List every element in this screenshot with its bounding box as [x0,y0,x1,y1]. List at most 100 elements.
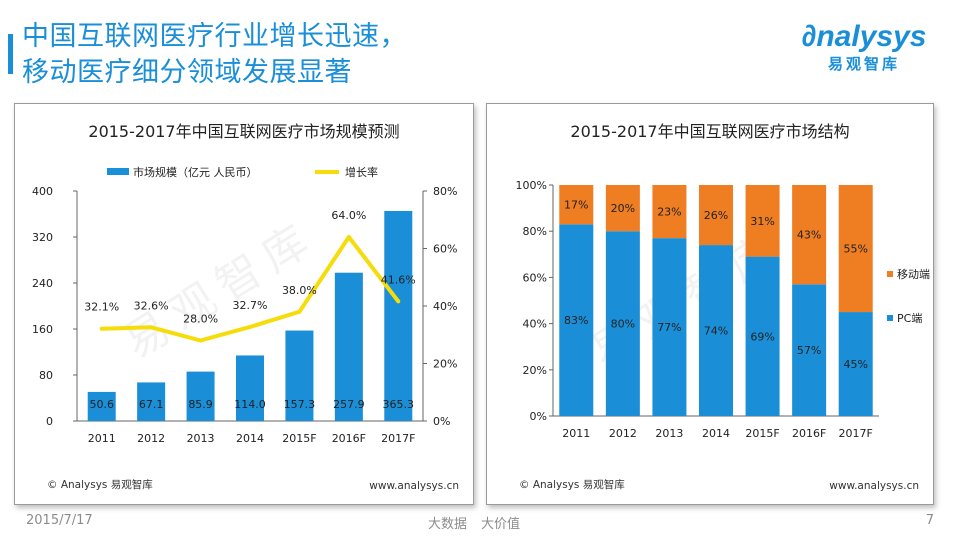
slide-date: 2015/7/17 [26,513,93,528]
y2-tick-label: 40% [433,300,457,313]
bar-value-label: 157.3 [284,398,316,411]
market-structure-chart: 0% 20% 40% 60% 80% 100% 83% 17% 2011 80% 20% 2012 77… [516,179,930,440]
bar-pc-segment [745,256,780,416]
legend-label-mobile: 移动端 [897,268,930,281]
y-tick-label: 160 [32,323,53,336]
growth-rate-label: 64.0% [331,209,366,222]
bar-market-size [285,330,314,421]
bar-pc-segment [605,231,640,416]
y-tick-label: 400 [32,185,53,198]
x-tick-label: 2012 [137,432,165,445]
x-tick-label: 2014 [236,432,264,445]
bar-pc-segment [792,284,827,416]
slide-slogan: 大数据 大价值 [428,513,534,532]
slogan-big-value: 大价值 [481,517,521,532]
x-tick-label: 2015F [745,427,779,440]
y-tick-label: 0 [46,415,53,428]
pc-value-label: 74% [704,325,728,338]
mobile-value-label: 17% [564,199,588,212]
logo-wordmark: ∂nalysys [801,20,927,53]
mobile-value-label: 31% [750,215,774,228]
market-structure-chart-panel: 易观智库 2015-2017年中国互联网医疗市场结构 0% 20% 40% 60% 80… [486,103,934,505]
y-tick-label: 0% [530,410,547,423]
chart-source: © Analysys 易观智库 [47,479,153,491]
slide-title-line2: 移动医疗细分领域发展显著 [22,57,352,88]
legend-swatch-market-size [107,168,129,175]
growth-rate-label: 41.6% [381,273,416,286]
x-tick-label: 2016F [792,427,826,440]
bar-value-label: 67.1 [139,398,164,411]
x-tick-label: 2013 [187,432,215,445]
growth-rate-label: 32.6% [134,299,169,312]
bar-value-label: 114.0 [234,398,266,411]
y-tick-label: 80% [523,225,547,238]
slide-title-line1: 中国互联网医疗行业增长迅速， [22,21,407,52]
y2-tick-label: 20% [433,358,457,371]
growth-rate-label: 32.1% [84,301,119,314]
y-tick-label: 240 [32,277,53,290]
bar-pc-segment [652,238,687,416]
y-tick-label: 80 [39,369,53,382]
title-accent-bar [8,34,13,74]
bar-market-size [186,371,215,421]
bar-mobile-segment [745,185,780,257]
bar-market-size [87,391,116,421]
pc-value-label: 77% [657,321,681,334]
growth-rate-point [198,338,203,343]
x-tick-label: 2015F [282,432,316,445]
x-tick-label: 2017F [839,427,873,440]
chart-title: 2015-2017年中国互联网医疗市场规模预测 [88,122,400,141]
bar-mobile-segment [838,185,873,313]
bar-market-size [137,382,166,421]
mobile-value-label: 20% [611,202,635,215]
growth-rate-point [99,326,104,331]
bar-mobile-segment [559,185,594,225]
y-tick-label: 100% [516,179,547,192]
x-tick-label: 2012 [609,427,637,440]
bar-mobile-segment [605,185,640,232]
page-number: 7 [925,513,934,528]
slogan-big-data: 大数据 [428,517,468,532]
pc-value-label: 83% [564,314,588,327]
x-tick-label: 2016F [332,432,366,445]
x-tick-label: 2013 [655,427,683,440]
bar-market-size [334,272,363,421]
chart-title: 2015-2017年中国互联网医疗市场结构 [570,122,850,141]
bar-market-size [236,355,264,421]
pc-value-label: 69% [750,330,774,343]
legend-label-pc: PC端 [897,312,922,325]
x-tick-label: 2011 [562,427,590,440]
growth-rate-point [346,235,351,239]
y2-tick-label: 80% [433,185,457,198]
growth-rate-label: 38.0% [282,284,317,297]
pc-value-label: 80% [611,318,635,331]
mobile-value-label: 23% [657,206,681,219]
pc-value-label: 57% [797,344,821,357]
legend-label-growth: 增长率 [345,165,378,179]
bar-pc-segment [699,245,733,416]
legend-swatch-pc [887,315,893,321]
y-tick-label: 40% [523,318,547,331]
chart-website: www.analysys.cn [829,480,919,492]
bar-value-label: 50.6 [89,398,114,411]
bar-pc-segment [559,224,594,416]
market-size-chart-panel: 易观智库 2015-2017年中国互联网医疗市场规模预测 市场规模（亿元 人民币… [14,103,474,505]
logo-a-glyph: ∂ [801,20,817,53]
market-size-chart: 市场规模（亿元 人民币） 增长率 0 80 160 240 320 400 0% 20% 40% 60… [32,165,457,445]
y-tick-label: 60% [523,271,547,284]
analysys-logo: ∂nalysys 易观智库 [794,20,934,84]
bar-market-size [384,210,413,421]
logo-cn-text: 易观智库 [827,55,900,73]
bar-value-label: 257.9 [333,398,365,411]
mobile-value-label: 55% [843,243,867,256]
bar-mobile-segment [792,185,827,285]
legend-swatch-mobile [887,271,893,277]
y2-tick-label: 60% [433,243,457,256]
bar-mobile-segment [652,185,687,239]
growth-rate-point [396,299,401,304]
y-tick-label: 20% [523,364,547,377]
x-tick-label: 2017F [381,432,415,445]
y2-tick-label: 0% [433,415,450,428]
bar-pc-segment [838,312,873,416]
growth-rate-point [149,325,154,330]
